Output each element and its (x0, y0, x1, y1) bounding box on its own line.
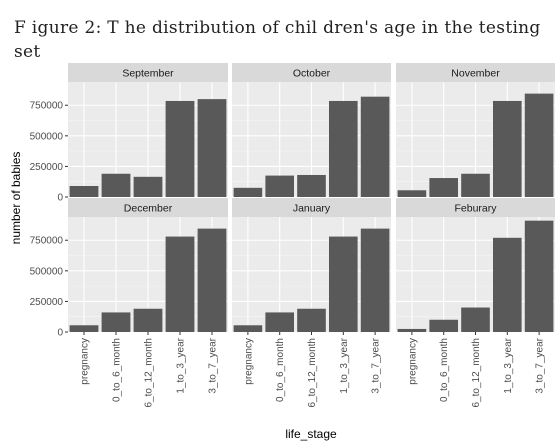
bar-0_to_6_month (265, 312, 295, 332)
x-tick-label: 1_to_3_year (339, 337, 350, 393)
facet-strip-label: September (122, 68, 174, 80)
bar-pregnancy (397, 190, 427, 197)
y-tick-label: 750000 (30, 236, 64, 247)
bar-3_to_7_year (360, 96, 390, 197)
bar-1_to_3_year (492, 237, 522, 332)
facet-panel-feburary: Feburary pregnancy 0_to_6_month 6_to_12_mon… (396, 198, 555, 408)
x-tick-label: pregnancy (243, 338, 254, 385)
y-tick-label: 250000 (30, 297, 64, 308)
y-tick-label: 0 (57, 328, 63, 339)
bar-0_to_6_month (265, 175, 295, 197)
facet-strip-label: January (293, 203, 331, 215)
bar-pregnancy (69, 325, 99, 332)
bar-1_to_3_year (328, 236, 358, 332)
facet-strip (396, 63, 555, 82)
facet-strip-label: October (293, 68, 331, 80)
bar-0_to_6_month (429, 178, 459, 197)
bar-0_to_6_month (101, 312, 131, 332)
x-tick-label: 0_to_6_month (112, 338, 123, 402)
x-tick-label: 3_to_7_year (535, 337, 546, 393)
bar-pregnancy (69, 185, 99, 197)
bar-1_to_3_year (328, 100, 358, 197)
facet-strip-label: December (124, 203, 173, 215)
facet-strip (68, 63, 228, 82)
bar-6_to_12_month (461, 173, 490, 197)
bar-6_to_12_month (297, 174, 326, 197)
bar-1_to_3_year (165, 236, 195, 332)
x-tick-label: 0_to_6_month (275, 338, 286, 402)
x-axis-title: life_stage (285, 427, 337, 441)
bar-0_to_6_month (101, 173, 131, 197)
facet-strip (396, 198, 555, 217)
facet-strip (68, 198, 228, 217)
facet-panel-november: November (396, 63, 555, 198)
bar-0_to_6_month (429, 319, 459, 332)
x-tick-label: 6_to_12_month (471, 338, 482, 408)
bar-3_to_7_year (197, 99, 227, 197)
bar-3_to_7_year (524, 93, 554, 197)
y-tick-label: 0 (57, 193, 63, 204)
facet-strip (232, 198, 391, 217)
y-tick-label: 250000 (30, 162, 64, 173)
bar-pregnancy (233, 187, 263, 197)
y-tick-label: 750000 (30, 101, 64, 112)
x-tick-label: 6_to_12_month (144, 338, 155, 408)
bar-6_to_12_month (133, 308, 163, 332)
bar-6_to_12_month (461, 307, 490, 332)
facet-panel-october: October (232, 63, 391, 198)
x-tick-label: 0_to_6_month (439, 338, 450, 402)
bar-1_to_3_year (492, 100, 522, 197)
bar-3_to_7_year (360, 228, 390, 332)
x-tick-label: 6_to_12_month (307, 338, 318, 408)
bar-pregnancy (397, 328, 427, 332)
x-tick-label: 1_to_3_year (176, 337, 187, 393)
y-tick-label: 500000 (30, 131, 64, 142)
x-tick-label: pregnancy (407, 338, 418, 385)
facet-strip (232, 63, 391, 82)
facet-strip-label: Feburary (454, 203, 497, 215)
facet-panel-december: December 0 250000 500000 750000 pregnancy 0_to… (30, 198, 228, 408)
bar-3_to_7_year (524, 220, 554, 332)
facet-panel-september: September 0 250000 500000 750000 (30, 63, 228, 204)
bar-6_to_12_month (297, 308, 326, 332)
x-tick-label: 3_to_7_year (208, 337, 219, 393)
facet-panel-january: January pregnancy 0_to_6_month 6_to_12_mont… (232, 198, 391, 408)
x-tick-label: 3_to_7_year (371, 337, 382, 393)
bar-6_to_12_month (133, 176, 163, 197)
y-axis-title: number of babies (9, 152, 23, 245)
bar-pregnancy (233, 325, 263, 332)
bar-1_to_3_year (165, 100, 195, 197)
y-tick-label: 500000 (30, 266, 64, 277)
x-tick-label: pregnancy (80, 338, 91, 385)
figure-title: F igure 2: T he distribution of chil dre… (14, 18, 541, 62)
facet-strip-label: November (451, 68, 500, 80)
x-tick-label: 1_to_3_year (503, 337, 514, 393)
bar-3_to_7_year (197, 228, 227, 332)
